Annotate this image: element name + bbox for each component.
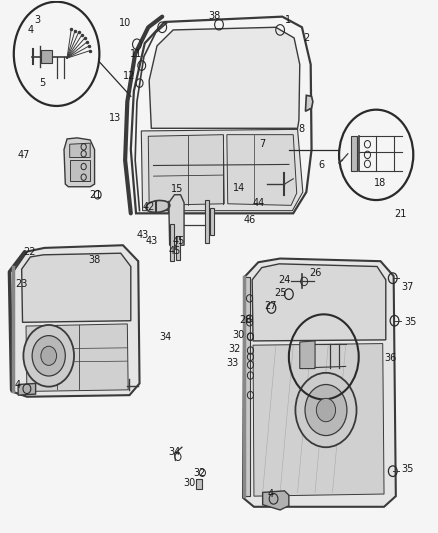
Text: 38: 38	[88, 255, 101, 265]
Text: 11: 11	[130, 49, 142, 59]
Text: 23: 23	[15, 279, 28, 288]
Polygon shape	[196, 479, 201, 489]
Circle shape	[23, 325, 74, 386]
Text: 46: 46	[244, 215, 256, 225]
Text: 44: 44	[252, 198, 265, 208]
Text: 3: 3	[35, 15, 41, 26]
Text: 6: 6	[318, 160, 325, 171]
Bar	[41, 50, 52, 63]
Text: 21: 21	[394, 209, 406, 220]
Text: 12: 12	[124, 71, 136, 81]
Text: 10: 10	[119, 18, 131, 28]
Text: 4: 4	[268, 489, 274, 499]
Polygon shape	[18, 383, 35, 395]
Polygon shape	[176, 236, 180, 260]
Text: 36: 36	[384, 353, 396, 363]
Text: 22: 22	[23, 247, 35, 256]
Polygon shape	[149, 27, 300, 128]
Polygon shape	[243, 259, 396, 507]
Polygon shape	[21, 253, 131, 322]
Text: 8: 8	[298, 124, 304, 134]
Text: 4: 4	[27, 25, 33, 35]
Text: 35: 35	[404, 317, 417, 327]
Polygon shape	[170, 224, 173, 261]
Polygon shape	[141, 130, 303, 211]
Polygon shape	[70, 160, 90, 181]
Polygon shape	[305, 95, 313, 111]
Text: 35: 35	[402, 464, 414, 473]
Text: 30: 30	[233, 329, 245, 340]
Text: 18: 18	[374, 177, 387, 188]
Text: 13: 13	[109, 112, 121, 123]
Text: 26: 26	[309, 268, 321, 278]
Text: 4: 4	[14, 379, 20, 390]
Text: 21: 21	[90, 190, 102, 200]
Text: 42: 42	[143, 202, 155, 212]
Polygon shape	[64, 138, 95, 187]
Text: 5: 5	[39, 78, 45, 88]
Text: 43: 43	[137, 230, 149, 240]
Polygon shape	[253, 344, 384, 496]
Polygon shape	[351, 136, 357, 171]
Circle shape	[295, 373, 357, 447]
Polygon shape	[12, 245, 140, 397]
Polygon shape	[205, 200, 208, 243]
Text: 27: 27	[264, 301, 277, 311]
Polygon shape	[70, 143, 90, 158]
Polygon shape	[26, 324, 128, 391]
Text: 45: 45	[168, 246, 180, 255]
Text: 24: 24	[278, 275, 291, 285]
Polygon shape	[169, 195, 184, 245]
Text: 34: 34	[159, 332, 172, 342]
Text: 38: 38	[208, 11, 221, 21]
Polygon shape	[300, 341, 315, 368]
Circle shape	[316, 398, 336, 422]
Text: 25: 25	[274, 288, 286, 298]
Text: 33: 33	[226, 358, 238, 368]
Text: 32: 32	[193, 468, 205, 478]
Text: 30: 30	[184, 479, 196, 488]
Polygon shape	[252, 264, 386, 341]
Polygon shape	[244, 277, 251, 496]
Text: 2: 2	[303, 33, 310, 43]
Polygon shape	[148, 135, 224, 205]
Text: 28: 28	[239, 314, 251, 325]
Text: 15: 15	[171, 184, 184, 195]
Text: 47: 47	[17, 150, 30, 160]
Text: 14: 14	[233, 183, 245, 193]
Polygon shape	[210, 208, 214, 235]
Circle shape	[41, 346, 57, 366]
Text: 45: 45	[172, 236, 184, 246]
Text: 43: 43	[145, 236, 157, 246]
Text: 1: 1	[285, 15, 291, 26]
Text: 7: 7	[260, 139, 266, 149]
Polygon shape	[227, 135, 297, 205]
Text: 34: 34	[168, 447, 180, 456]
Circle shape	[32, 336, 65, 376]
Circle shape	[305, 384, 347, 435]
Text: 32: 32	[228, 344, 240, 354]
Text: 37: 37	[402, 282, 414, 292]
Polygon shape	[263, 491, 289, 510]
Ellipse shape	[146, 200, 170, 212]
